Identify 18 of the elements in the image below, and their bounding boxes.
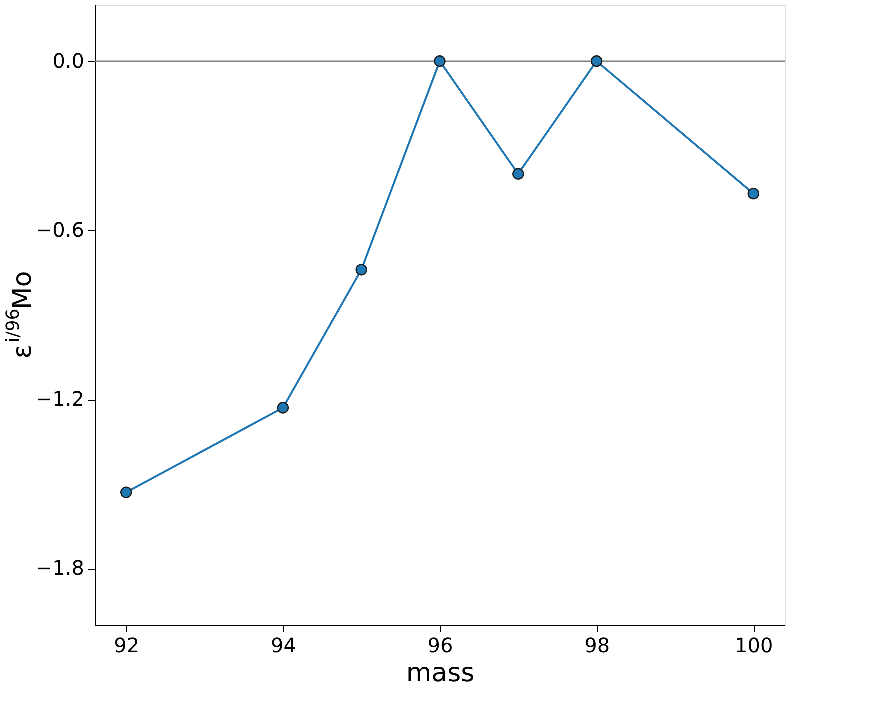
point bbox=[277, 402, 290, 414]
x-tick-label: 98 bbox=[584, 634, 610, 658]
x-tick-label: 92 bbox=[114, 634, 140, 658]
x-axis-title: mass bbox=[406, 658, 475, 688]
y-tick-label: 0.0 bbox=[52, 48, 84, 73]
y-tick-label: −1.2 bbox=[36, 387, 84, 412]
point bbox=[590, 56, 603, 68]
point bbox=[120, 486, 132, 498]
y-tick-label: −0.6 bbox=[36, 218, 84, 242]
x-tick-label: 96 bbox=[428, 634, 454, 658]
point bbox=[512, 168, 524, 180]
point bbox=[356, 264, 368, 276]
x-tick-label: 100 bbox=[735, 634, 774, 658]
point bbox=[748, 188, 760, 200]
y-axis-title: εi/96Mo bbox=[3, 271, 38, 359]
y-tick-label: −1.8 bbox=[36, 556, 84, 580]
point bbox=[434, 56, 446, 68]
x-tick-label: 94 bbox=[270, 634, 296, 658]
